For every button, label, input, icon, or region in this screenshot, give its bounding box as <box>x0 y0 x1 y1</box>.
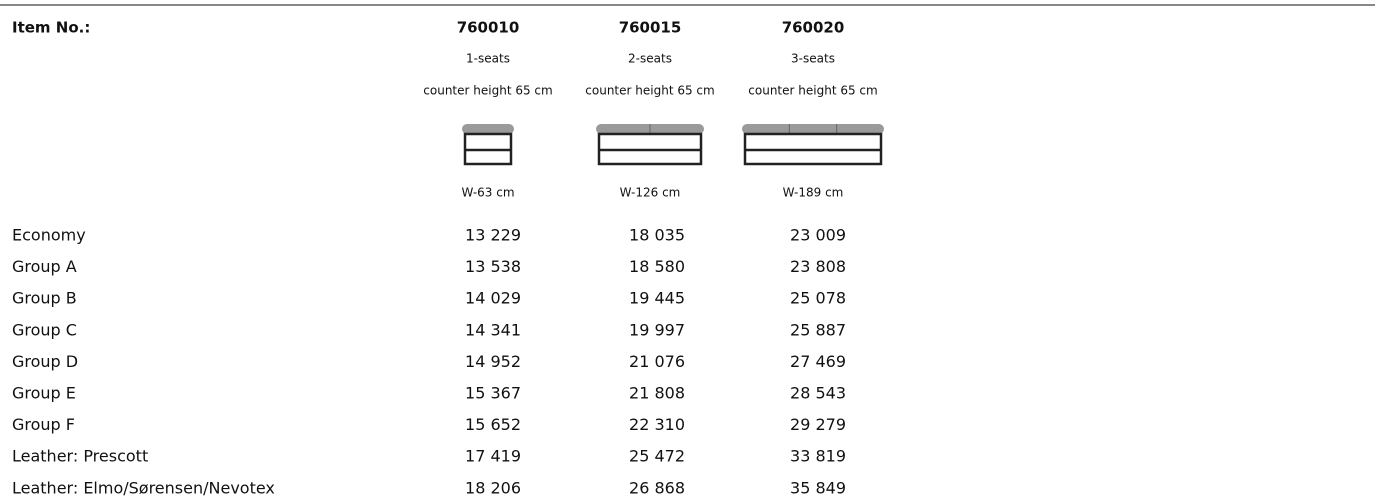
item-number: 760010 <box>457 19 520 37</box>
bench-image <box>462 124 514 166</box>
row-label: Group A <box>12 257 77 276</box>
bench-image <box>742 124 884 166</box>
item-number: 760015 <box>619 19 682 37</box>
row-label: Group F <box>12 415 75 434</box>
price: 21 808 <box>629 384 685 403</box>
price: 29 279 <box>790 415 846 434</box>
price: 14 341 <box>465 320 521 339</box>
row-label: Leather: Elmo/Sørensen/Nevotex <box>12 478 275 497</box>
price: 14 952 <box>465 352 521 371</box>
counter-height: counter height 65 cm <box>423 84 552 98</box>
price: 23 808 <box>790 257 846 276</box>
price: 14 029 <box>465 289 521 308</box>
row-label: Group D <box>12 352 78 371</box>
price: 26 868 <box>629 478 685 497</box>
price: 35 849 <box>790 478 846 497</box>
width: W-126 cm <box>620 186 681 200</box>
price: 25 887 <box>790 320 846 339</box>
price: 33 819 <box>790 447 846 466</box>
row-label: Group E <box>12 384 76 403</box>
price: 23 009 <box>790 226 846 245</box>
counter-height: counter height 65 cm <box>748 84 877 98</box>
price: 18 035 <box>629 226 685 245</box>
price: 28 543 <box>790 384 846 403</box>
price: 27 469 <box>790 352 846 371</box>
price: 19 445 <box>629 289 685 308</box>
price: 22 310 <box>629 415 685 434</box>
width: W-63 cm <box>461 186 514 200</box>
bench-image <box>596 124 704 166</box>
price: 25 472 <box>629 447 685 466</box>
price: 15 652 <box>465 415 521 434</box>
row-label: Group C <box>12 320 77 339</box>
row-label: Leather: Prescott <box>12 447 148 466</box>
price: 15 367 <box>465 384 521 403</box>
price: 19 997 <box>629 320 685 339</box>
counter-height: counter height 65 cm <box>585 84 714 98</box>
item-number: 760020 <box>782 19 845 37</box>
price: 25 078 <box>790 289 846 308</box>
price: 13 538 <box>465 257 521 276</box>
price: 18 206 <box>465 478 521 497</box>
row-label: Economy <box>12 226 86 245</box>
seats: 2-seats <box>628 52 672 66</box>
width: W-189 cm <box>783 186 844 200</box>
item-label: Item No.: <box>12 19 90 37</box>
price: 21 076 <box>629 352 685 371</box>
seats: 1-seats <box>466 52 510 66</box>
seats: 3-seats <box>791 52 835 66</box>
seat-cushion <box>742 124 884 134</box>
row-label: Group B <box>12 289 77 308</box>
price: 13 229 <box>465 226 521 245</box>
price: 18 580 <box>629 257 685 276</box>
seat-cushion <box>462 124 514 134</box>
price: 17 419 <box>465 447 521 466</box>
